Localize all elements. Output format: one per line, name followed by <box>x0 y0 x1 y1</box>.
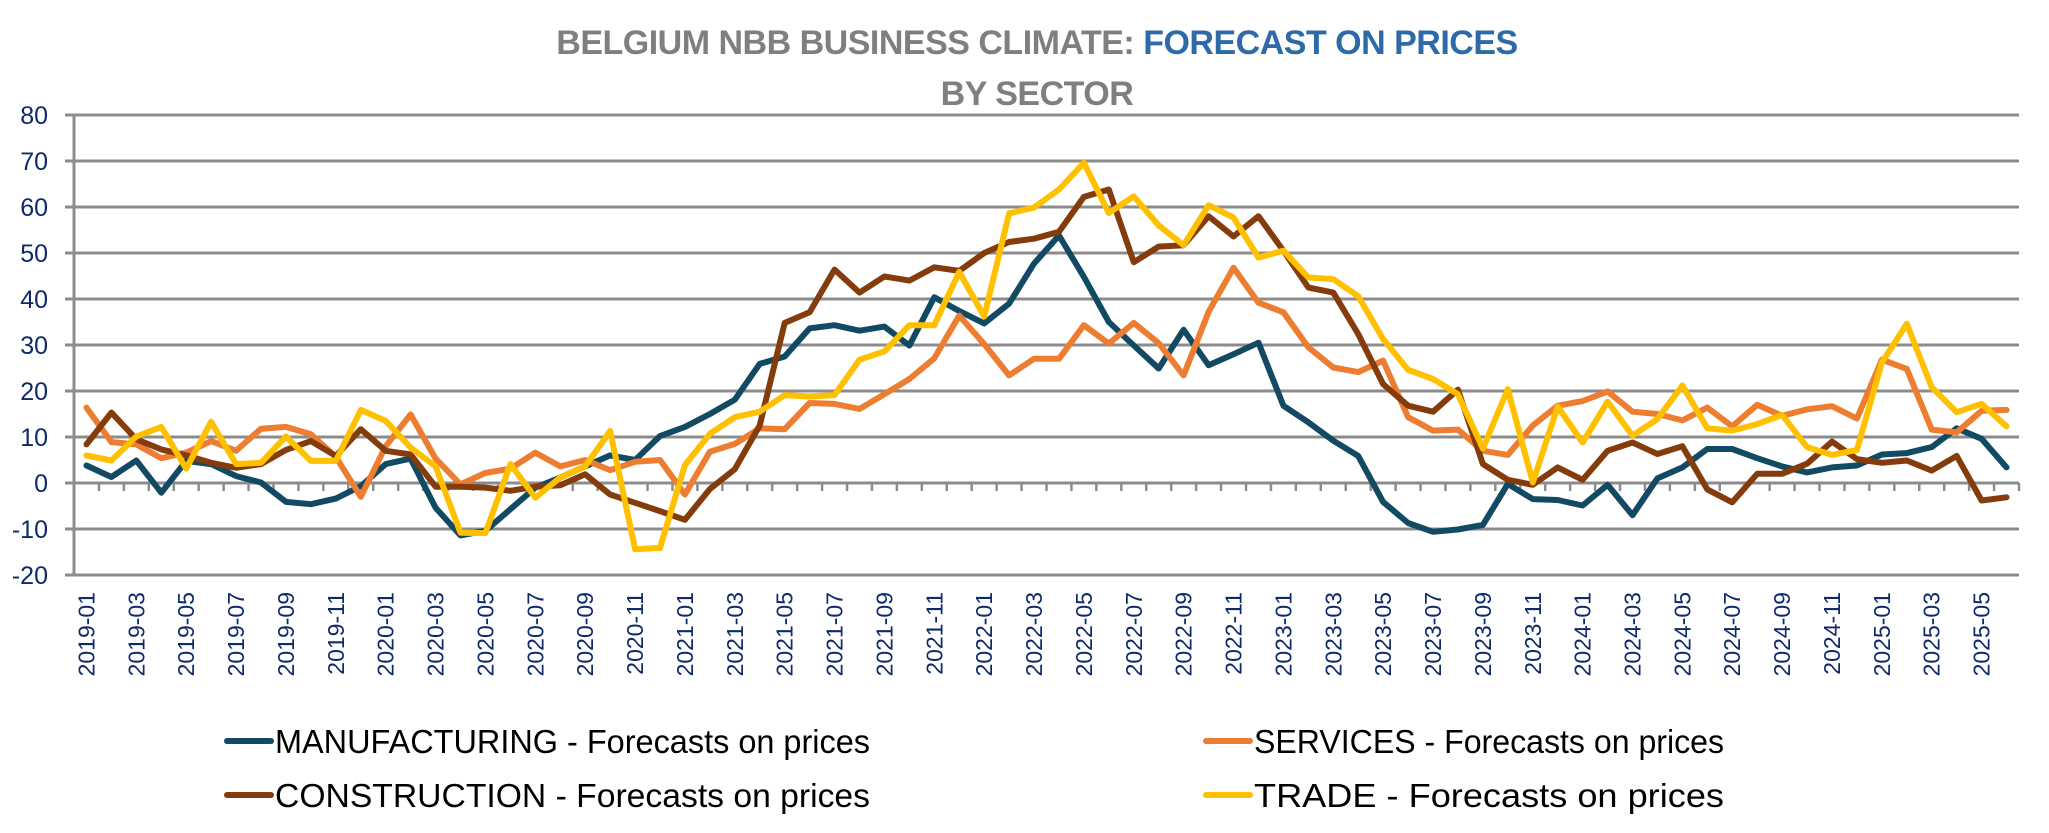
gridlines <box>65 113 2019 577</box>
legend-label: TRADE - Forecasts on prices <box>1254 777 1724 814</box>
series-lines <box>83 159 2010 553</box>
x-tick-label: 2025-05 <box>1969 592 1995 676</box>
y-tick-label: 0 <box>34 470 48 498</box>
y-tick-label: 60 <box>20 194 48 222</box>
x-tick-label: 2023-11 <box>1520 592 1546 675</box>
series-line-services <box>83 264 2010 500</box>
x-tick-label: 2023-05 <box>1370 592 1396 676</box>
x-tick-label: 2021-11 <box>921 592 947 675</box>
y-tick-label: -20 <box>12 562 48 590</box>
x-tick-label: 2024-03 <box>1619 592 1645 676</box>
x-tick-label: 2025-03 <box>1919 592 1945 676</box>
y-tick-label: 30 <box>20 332 48 360</box>
x-tick-label: 2022-09 <box>1171 592 1197 676</box>
y-tick-label: 40 <box>20 286 48 314</box>
legend-item-services[interactable]: SERVICES - Forecasts on prices <box>1203 723 1724 760</box>
x-axis-tick-labels: 2019-01 2019-03 2019-05 2019-07 2019-09 2019-… <box>73 592 1994 676</box>
x-tick-label: 2024-11 <box>1819 592 1845 675</box>
x-tick-label: 2025-01 <box>1869 592 1895 676</box>
series-line-construction <box>83 186 2010 523</box>
x-tick-label: 2023-03 <box>1320 592 1346 676</box>
x-tick-label: 2019-11 <box>323 592 349 675</box>
y-tick-label: 20 <box>20 378 48 406</box>
x-tick-label: 2019-01 <box>73 592 99 676</box>
x-tick-label: 2021-07 <box>822 592 848 676</box>
chart-title-line-1: BELGIUM NBB BUSINESS CLIMATE: FORECAST O… <box>556 24 1517 62</box>
x-tick-label: 2024-01 <box>1570 592 1596 676</box>
x-tick-label: 2023-07 <box>1420 592 1446 676</box>
legend-item-manufacturing[interactable]: MANUFACTURING - Forecasts on prices <box>224 723 870 760</box>
legend-item-construction[interactable]: CONSTRUCTION - Forecasts on prices <box>224 777 870 814</box>
chart-title-prefix: BELGIUM NBB BUSINESS CLIMATE: <box>556 24 1143 62</box>
x-tick-label: 2024-09 <box>1769 592 1795 676</box>
x-tick-label: 2021-03 <box>722 592 748 676</box>
y-tick-label: 50 <box>20 240 48 268</box>
x-tick-label: 2023-01 <box>1270 592 1296 676</box>
chart-title-highlight: FORECAST ON PRICES <box>1143 24 1517 62</box>
y-tick-label: -10 <box>12 516 48 544</box>
legend-label: SERVICES - Forecasts on prices <box>1254 723 1724 760</box>
x-tick-label: 2022-01 <box>971 592 997 676</box>
x-tick-label: 2020-11 <box>622 592 648 675</box>
x-tick-label: 2022-03 <box>1021 592 1047 676</box>
x-tick-label: 2022-07 <box>1121 592 1147 676</box>
legend-label: MANUFACTURING - Forecasts on prices <box>275 723 870 760</box>
legend: MANUFACTURING - Forecasts on prices SERVI… <box>224 723 1724 814</box>
y-tick-label: 80 <box>20 102 48 130</box>
x-tick-label: 2020-09 <box>572 592 598 676</box>
series-line-trade <box>83 159 2010 553</box>
x-tick-label: 2020-07 <box>522 592 548 676</box>
x-tick-label: 2024-05 <box>1669 592 1695 676</box>
x-tick-label: 2020-01 <box>373 592 399 676</box>
y-axis-tick-labels: -20 -10 0 10 20 30 40 50 60 70 80 <box>12 102 48 590</box>
y-tick-label: 10 <box>20 424 48 452</box>
chart-title-line-2: BY SECTOR <box>941 75 1134 113</box>
legend-item-trade[interactable]: TRADE - Forecasts on prices <box>1203 777 1724 814</box>
x-tick-label: 2021-01 <box>672 592 698 676</box>
x-tick-label: 2023-09 <box>1470 592 1496 676</box>
series-line-manufacturing <box>83 232 2010 539</box>
x-tick-label: 2020-05 <box>472 592 498 676</box>
x-tick-label: 2024-07 <box>1719 592 1745 676</box>
x-tick-label: 2021-09 <box>871 592 897 676</box>
x-tick-label: 2019-03 <box>123 592 149 676</box>
x-tick-label: 2022-11 <box>1221 592 1247 675</box>
x-tick-label: 2022-05 <box>1071 592 1097 676</box>
x-tick-label: 2019-07 <box>223 592 249 676</box>
x-tick-label: 2020-03 <box>423 592 449 676</box>
x-tick-label: 2019-09 <box>273 592 299 676</box>
y-tick-label: 70 <box>20 148 48 176</box>
legend-label: CONSTRUCTION - Forecasts on prices <box>275 777 870 814</box>
x-tick-label: 2021-05 <box>772 592 798 676</box>
x-tick-label: 2019-05 <box>173 592 199 676</box>
